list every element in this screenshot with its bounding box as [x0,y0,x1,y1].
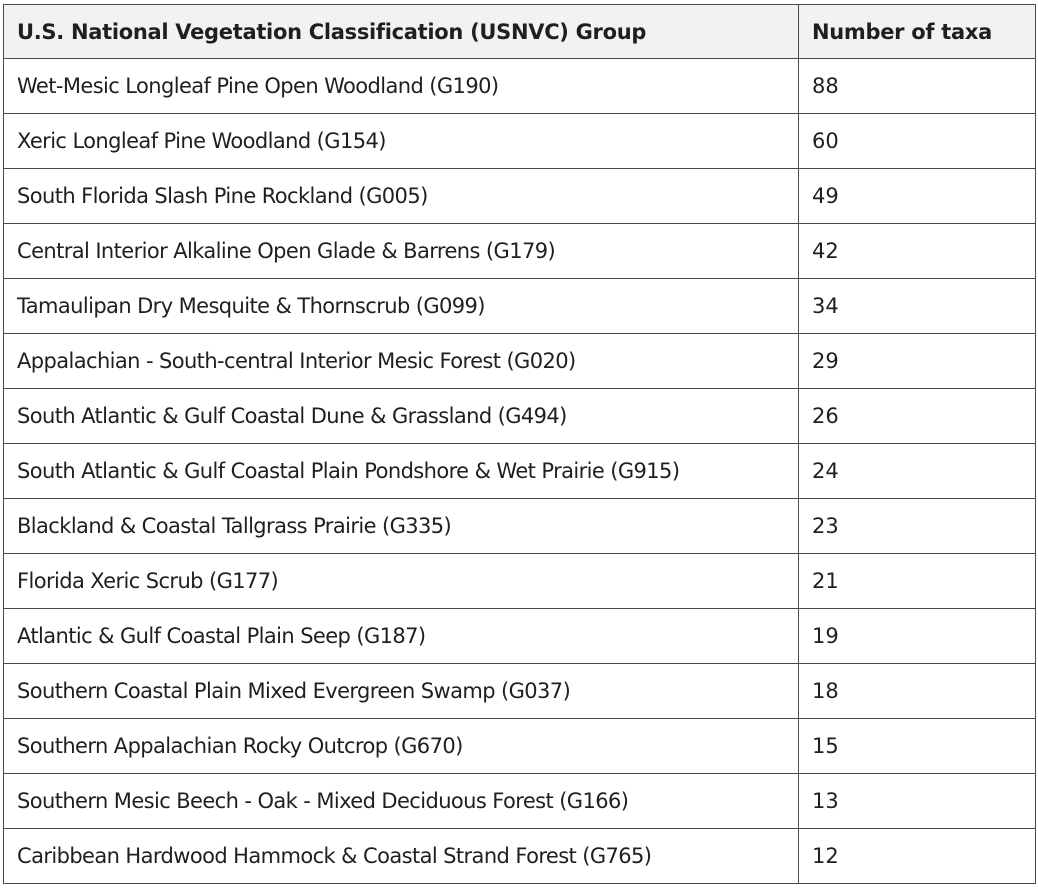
group-column-header: U.S. National Vegetation Classification … [3,4,799,59]
group-cell: Atlantic & Gulf Coastal Plain Seep (G187… [3,608,799,664]
table-row: Appalachian - South-central Interior Mes… [3,333,1036,389]
taxa-count-cell: 29 [798,333,1036,389]
table-row: Florida Xeric Scrub (G177) 21 [3,553,1036,609]
taxa-count-cell: 34 [798,278,1036,334]
group-cell: Central Interior Alkaline Open Glade & B… [3,223,799,279]
group-cell: Florida Xeric Scrub (G177) [3,553,799,609]
table-row: South Florida Slash Pine Rockland (G005)… [3,168,1036,224]
taxa-count-cell: 24 [798,443,1036,499]
taxa-count-cell: 18 [798,663,1036,719]
group-cell: Southern Coastal Plain Mixed Evergreen S… [3,663,799,719]
group-cell: Southern Appalachian Rocky Outcrop (G670… [3,718,799,774]
table-row: Southern Mesic Beech - Oak - Mixed Decid… [3,773,1036,829]
group-cell: Xeric Longleaf Pine Woodland (G154) [3,113,799,169]
taxa-count-cell: 19 [798,608,1036,664]
group-cell: South Atlantic & Gulf Coastal Dune & Gra… [3,388,799,444]
taxa-count-cell: 13 [798,773,1036,829]
group-cell: Tamaulipan Dry Mesquite & Thornscrub (G0… [3,278,799,334]
table-row: Wet-Mesic Longleaf Pine Open Woodland (G… [3,58,1036,114]
table-row: Southern Coastal Plain Mixed Evergreen S… [3,663,1036,719]
header-row: U.S. National Vegetation Classification … [3,4,1036,59]
taxa-count-column-header: Number of taxa [798,4,1036,59]
taxa-count-cell: 60 [798,113,1036,169]
taxa-count-cell: 26 [798,388,1036,444]
taxa-count-cell: 23 [798,498,1036,554]
table-row: Caribbean Hardwood Hammock & Coastal Str… [3,828,1036,884]
table-row: Tamaulipan Dry Mesquite & Thornscrub (G0… [3,278,1036,334]
table-row: Blackland & Coastal Tallgrass Prairie (G… [3,498,1036,554]
group-cell: Caribbean Hardwood Hammock & Coastal Str… [3,828,799,884]
table-row: South Atlantic & Gulf Coastal Plain Pond… [3,443,1036,499]
group-cell: Blackland & Coastal Tallgrass Prairie (G… [3,498,799,554]
group-cell: South Florida Slash Pine Rockland (G005) [3,168,799,224]
taxa-count-cell: 88 [798,58,1036,114]
table-header: U.S. National Vegetation Classification … [3,4,1036,59]
table-row: South Atlantic & Gulf Coastal Dune & Gra… [3,388,1036,444]
taxa-count-cell: 42 [798,223,1036,279]
group-cell: Wet-Mesic Longleaf Pine Open Woodland (G… [3,58,799,114]
group-cell: Appalachian - South-central Interior Mes… [3,333,799,389]
group-cell: South Atlantic & Gulf Coastal Plain Pond… [3,443,799,499]
taxa-count-cell: 12 [798,828,1036,884]
taxa-count-cell: 49 [798,168,1036,224]
table-row: Central Interior Alkaline Open Glade & B… [3,223,1036,279]
table-row: Xeric Longleaf Pine Woodland (G154) 60 [3,113,1036,169]
vegetation-taxa-table: U.S. National Vegetation Classification … [3,4,1036,884]
taxa-count-cell: 15 [798,718,1036,774]
group-cell: Southern Mesic Beech - Oak - Mixed Decid… [3,773,799,829]
table-row: Atlantic & Gulf Coastal Plain Seep (G187… [3,608,1036,664]
table-body: Wet-Mesic Longleaf Pine Open Woodland (G… [3,58,1036,884]
table-row: Southern Appalachian Rocky Outcrop (G670… [3,718,1036,774]
taxa-count-cell: 21 [798,553,1036,609]
